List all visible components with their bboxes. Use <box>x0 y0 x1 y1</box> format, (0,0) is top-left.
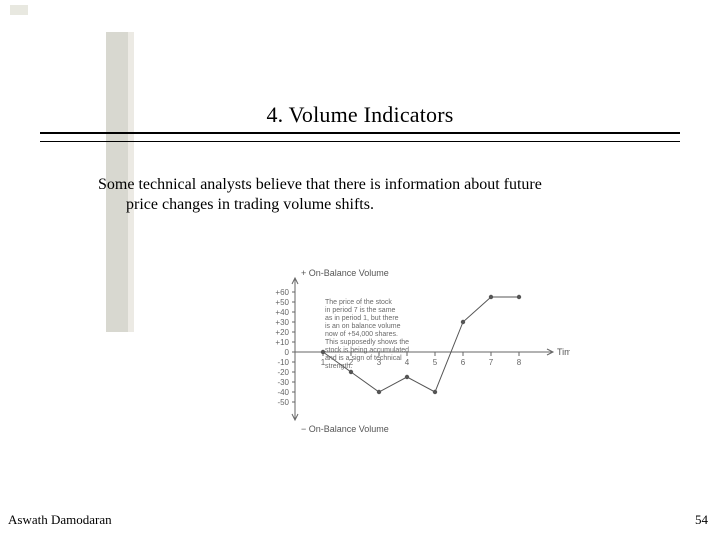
title-rule-thick <box>40 132 680 134</box>
svg-text:-10: -10 <box>277 358 289 367</box>
body-paragraph: Some technical analysts believe that the… <box>98 175 658 214</box>
body-line-2: price changes in trading volume shifts. <box>98 195 658 215</box>
svg-text:+ On-Balance Volume: + On-Balance Volume <box>301 268 389 278</box>
svg-text:and is a sign of technical: and is a sign of technical <box>325 355 402 362</box>
svg-text:8: 8 <box>517 358 522 367</box>
svg-text:4: 4 <box>405 358 410 367</box>
svg-text:+50: +50 <box>275 298 289 307</box>
obv-chart: +60+50+40+30+20+100-10-20-30-40-50123456… <box>240 222 570 482</box>
svg-text:stock is being accumulated: stock is being accumulated <box>325 347 409 354</box>
svg-text:− On-Balance Volume: − On-Balance Volume <box>301 424 389 434</box>
svg-text:-50: -50 <box>277 398 289 407</box>
obv-chart-svg: +60+50+40+30+20+100-10-20-30-40-50123456… <box>240 222 570 482</box>
svg-text:strength.: strength. <box>325 363 352 370</box>
svg-text:+10: +10 <box>275 338 289 347</box>
svg-text:-20: -20 <box>277 368 289 377</box>
page-title: 4. Volume Indicators <box>0 102 720 128</box>
svg-text:in period 7 is the same: in period 7 is the same <box>325 307 396 314</box>
footer-author: Aswath Damodaran <box>8 512 112 528</box>
footer-page-number: 54 <box>695 512 708 528</box>
body-line-1: Some technical analysts believe that the… <box>98 176 542 193</box>
svg-text:-30: -30 <box>277 378 289 387</box>
svg-text:as in period 1, but there: as in period 1, but there <box>325 315 399 322</box>
svg-text:6: 6 <box>461 358 466 367</box>
svg-text:is an on balance volume: is an on balance volume <box>325 323 401 330</box>
svg-text:5: 5 <box>433 358 438 367</box>
svg-text:now of +54,000 shares.: now of +54,000 shares. <box>325 331 398 338</box>
svg-text:The price of the stock: The price of the stock <box>325 299 392 306</box>
svg-text:0: 0 <box>285 348 290 357</box>
svg-text:Time: Time <box>557 347 570 357</box>
title-rule-thin <box>40 141 680 142</box>
svg-text:This supposedly shows the: This supposedly shows the <box>325 339 409 346</box>
svg-text:-40: -40 <box>277 388 289 397</box>
decor-corner <box>10 5 28 15</box>
svg-text:7: 7 <box>489 358 494 367</box>
svg-text:+20: +20 <box>275 328 289 337</box>
title-row: 4. Volume Indicators <box>0 102 720 128</box>
svg-text:+60: +60 <box>275 288 289 297</box>
svg-text:+40: +40 <box>275 308 289 317</box>
svg-text:+30: +30 <box>275 318 289 327</box>
